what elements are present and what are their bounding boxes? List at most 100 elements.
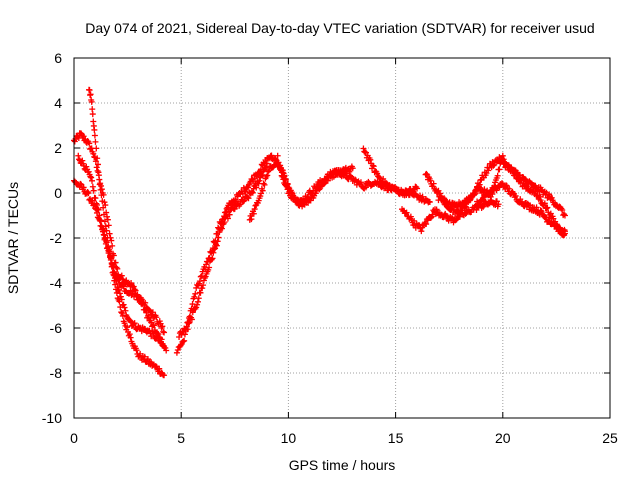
data-point <box>453 216 460 223</box>
data-point <box>98 186 105 193</box>
data-point <box>490 185 497 192</box>
data-point <box>94 206 101 213</box>
data-point <box>194 301 201 308</box>
x-tick-label-2: 10 <box>281 430 297 446</box>
series-track-7 <box>274 152 421 206</box>
data-point <box>119 312 126 319</box>
series-track-1 <box>86 86 168 379</box>
data-point <box>121 320 128 327</box>
data-point <box>107 252 114 259</box>
data-point <box>152 363 159 370</box>
data-point <box>261 181 268 188</box>
data-point <box>199 285 206 292</box>
data-point <box>259 187 266 194</box>
axis-ticks: 0 5 10 15 20 25 -10 -8 -6 -4 -2 0 2 4 6 <box>42 50 618 446</box>
data-point <box>380 175 387 182</box>
data-point <box>91 132 98 139</box>
data-point <box>113 270 120 277</box>
data-point <box>362 184 369 191</box>
x-tick-label-0: 0 <box>70 430 78 446</box>
data-point <box>512 170 519 177</box>
data-point <box>260 180 267 187</box>
data-point <box>109 242 116 249</box>
data-point <box>491 182 498 189</box>
data-point <box>265 168 272 175</box>
data-point <box>262 165 269 172</box>
data-point <box>100 204 107 211</box>
data-point <box>98 217 105 224</box>
data-point <box>485 167 492 174</box>
data-point <box>248 216 255 223</box>
data-point <box>79 157 86 164</box>
data-point <box>95 161 102 168</box>
data-point <box>316 186 323 193</box>
data-point <box>89 111 96 118</box>
data-point <box>181 337 188 344</box>
data-point <box>83 163 90 170</box>
x-tick-label-3: 15 <box>388 430 404 446</box>
data-point <box>154 333 161 340</box>
data-point <box>89 177 96 184</box>
data-point <box>173 349 180 356</box>
data-point <box>117 293 124 300</box>
data-point <box>89 183 96 190</box>
data-point <box>146 307 153 314</box>
data-point <box>195 295 202 302</box>
data-point <box>86 140 93 147</box>
data-point <box>500 156 507 163</box>
data-point <box>196 278 203 285</box>
series-track-12 <box>474 152 568 239</box>
data-point <box>506 185 513 192</box>
y-tick-label-1: -8 <box>50 365 63 381</box>
data-point <box>90 150 97 157</box>
data-point <box>184 326 191 333</box>
data-point <box>224 215 231 222</box>
data-point <box>423 170 430 177</box>
data-point <box>480 197 487 204</box>
data-point <box>559 207 566 214</box>
data-point <box>141 353 148 360</box>
data-point <box>101 232 108 239</box>
data-point <box>541 200 548 207</box>
data-point <box>108 237 115 244</box>
data-point <box>476 201 483 208</box>
data-point <box>367 156 374 163</box>
data-point <box>163 347 170 354</box>
data-point <box>335 167 342 174</box>
data-point <box>496 166 503 173</box>
data-point <box>418 228 425 235</box>
data-point <box>102 235 109 242</box>
data-point <box>426 199 433 205</box>
data-point <box>274 152 281 159</box>
data-point <box>264 172 271 179</box>
data-point <box>84 188 91 195</box>
data-point <box>283 182 290 189</box>
data-point <box>280 176 287 183</box>
data-point <box>423 221 430 228</box>
data-point <box>104 216 111 223</box>
data-point <box>122 307 129 314</box>
series-track-8 <box>360 145 433 206</box>
y-tick-label-6: 2 <box>54 140 62 156</box>
data-point <box>275 159 282 166</box>
data-point <box>476 181 483 188</box>
data-point <box>127 317 134 324</box>
data-point <box>471 191 478 198</box>
data-point <box>291 194 298 201</box>
data-point <box>150 322 157 329</box>
data-point <box>370 163 377 170</box>
series-track-4 <box>173 152 292 356</box>
data-point <box>188 316 195 323</box>
data-point <box>192 290 199 297</box>
y-axis-label: SDTVAR / TECUs <box>5 182 21 294</box>
data-point <box>92 138 99 145</box>
data-point <box>189 301 196 308</box>
data-point <box>115 276 122 283</box>
data-point <box>88 98 95 105</box>
data-point <box>242 188 249 195</box>
y-tick-label-2: -6 <box>50 320 63 336</box>
data-point <box>127 334 134 341</box>
data-point <box>277 165 284 172</box>
data-point <box>85 190 92 197</box>
data-point <box>104 213 111 220</box>
